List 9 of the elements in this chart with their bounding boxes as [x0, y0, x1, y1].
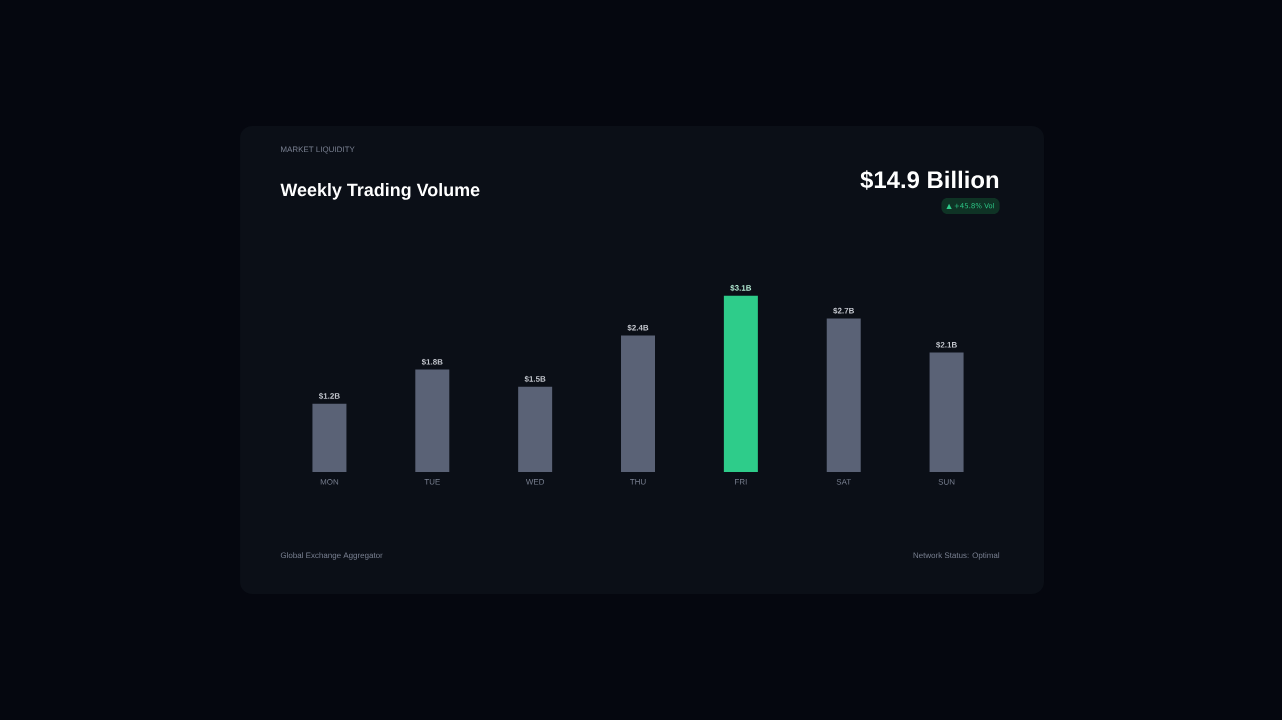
bar — [415, 369, 450, 472]
bar — [518, 386, 553, 472]
bar — [621, 335, 656, 472]
bar — [312, 403, 347, 472]
text: $14.9 Billion — [860, 170, 999, 190]
bar — [826, 318, 861, 472]
bar — [723, 295, 758, 472]
chart-title: Weekly Trading Volume — [280, 183, 480, 200]
bar — [929, 352, 964, 472]
